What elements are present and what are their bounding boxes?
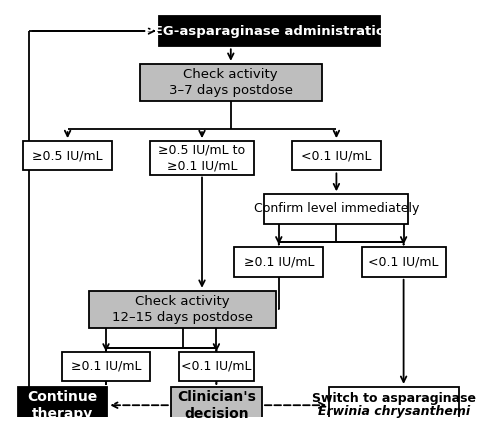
FancyBboxPatch shape xyxy=(179,351,254,381)
Text: Switch to asparaginase: Switch to asparaginase xyxy=(312,392,476,405)
FancyBboxPatch shape xyxy=(234,248,323,277)
FancyBboxPatch shape xyxy=(23,141,112,170)
Text: <0.1 IU/mL: <0.1 IU/mL xyxy=(368,256,439,268)
Text: Check activity
12–15 days postdose: Check activity 12–15 days postdose xyxy=(112,295,254,324)
Text: ≥0.1 IU/mL: ≥0.1 IU/mL xyxy=(71,360,142,373)
Text: <0.1 IU/mL: <0.1 IU/mL xyxy=(301,149,372,162)
FancyBboxPatch shape xyxy=(362,248,446,277)
Text: Clinician's
decision: Clinician's decision xyxy=(177,389,256,421)
FancyBboxPatch shape xyxy=(18,387,107,423)
FancyBboxPatch shape xyxy=(264,194,408,224)
FancyBboxPatch shape xyxy=(140,64,322,101)
Text: Check activity
3–7 days postdose: Check activity 3–7 days postdose xyxy=(169,68,293,97)
Text: <0.1 IU/mL: <0.1 IU/mL xyxy=(181,360,252,373)
FancyBboxPatch shape xyxy=(62,351,150,381)
Text: ≥0.1 IU/mL: ≥0.1 IU/mL xyxy=(244,256,314,268)
Text: PEG-asparaginase administration: PEG-asparaginase administration xyxy=(144,25,395,37)
FancyBboxPatch shape xyxy=(292,141,381,170)
FancyBboxPatch shape xyxy=(150,141,254,175)
FancyBboxPatch shape xyxy=(89,291,276,328)
Text: Confirm level immediately: Confirm level immediately xyxy=(254,202,419,216)
FancyBboxPatch shape xyxy=(171,387,262,423)
Text: Erwinia chrysanthemi: Erwinia chrysanthemi xyxy=(318,405,470,418)
Text: Continue
therapy: Continue therapy xyxy=(28,389,98,421)
FancyBboxPatch shape xyxy=(159,16,380,46)
Text: ≥0.5 IU/mL: ≥0.5 IU/mL xyxy=(32,149,103,162)
FancyBboxPatch shape xyxy=(329,387,459,423)
Text: ≥0.5 IU/mL to
≥0.1 IU/mL: ≥0.5 IU/mL to ≥0.1 IU/mL xyxy=(158,143,246,172)
